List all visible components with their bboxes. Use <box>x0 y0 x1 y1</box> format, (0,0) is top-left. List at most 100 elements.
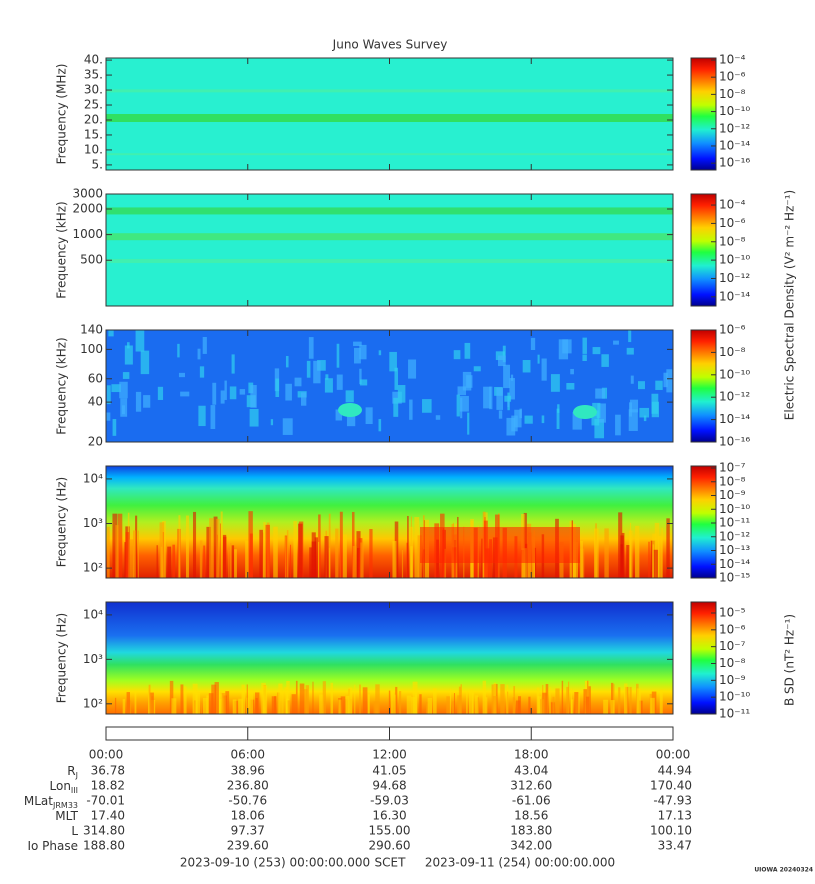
spectrogram-texture <box>208 693 214 714</box>
spectrogram-texture <box>483 386 491 409</box>
colorbar-label: B SD (nT² Hz⁻¹) <box>783 614 797 706</box>
spectrogram-texture <box>336 374 343 390</box>
spectrogram-texture <box>291 694 296 714</box>
spectrogram-texture <box>210 405 216 429</box>
spectrogram-texture <box>345 695 350 714</box>
spectrogram-band <box>106 89 673 93</box>
colorbar-tick-label: 10⁻⁹ <box>719 673 746 687</box>
spectrogram-texture <box>453 350 461 360</box>
spectrogram-texture <box>126 692 130 714</box>
spectrogram-texture <box>666 518 670 578</box>
spectrogram-texture <box>485 697 488 714</box>
spectrogram-texture <box>409 399 413 420</box>
spectrogram-texture <box>395 686 398 714</box>
ephemeris-label-sub: JRM33 <box>52 801 78 810</box>
spectrogram-texture <box>453 693 456 714</box>
spectrogram-texture <box>304 689 308 714</box>
y-tick-label: 5. <box>92 157 103 171</box>
spectrogram <box>106 330 673 442</box>
y-tick-label: 40 <box>88 395 103 409</box>
spectrogram-texture <box>221 693 226 714</box>
spectrogram-texture <box>317 541 320 578</box>
spectrogram-texture <box>626 545 630 578</box>
spectrogram-texture <box>653 549 658 578</box>
spectrogram-texture <box>556 408 560 430</box>
spectrogram-texture <box>330 682 334 714</box>
spectrogram-texture <box>117 513 123 578</box>
y-tick-label: 60 <box>88 371 103 385</box>
spectrogram-texture <box>390 691 394 714</box>
spectrogram-texture <box>359 344 367 360</box>
spectrogram-texture <box>628 409 638 431</box>
spectrogram-texture <box>294 377 302 387</box>
spectrogram-texture <box>657 535 662 578</box>
spectrogram-texture <box>167 546 172 578</box>
colorbar-tick-label: 10⁻¹⁰ <box>719 253 750 267</box>
spectrogram-texture <box>373 701 379 714</box>
spectrogram-texture <box>126 342 130 349</box>
spectrogram-texture <box>389 351 397 372</box>
y-tick-label: 1000 <box>72 227 103 241</box>
ephemeris-label: LonIII <box>50 779 79 795</box>
spectrogram-texture <box>666 369 673 393</box>
spectrogram-texture <box>650 697 655 714</box>
y-tick-label: 10² <box>83 696 103 710</box>
spectrogram-texture <box>601 354 609 367</box>
spectrogram-texture <box>518 696 522 714</box>
spectrogram-texture <box>328 513 331 578</box>
spectrogram-texture <box>159 522 165 578</box>
ephemeris-value: 155.00 <box>369 824 411 838</box>
spectrogram-texture <box>595 388 606 399</box>
ephemeris-label-sub: III <box>71 786 78 795</box>
spectrogram-texture <box>648 541 650 578</box>
spectrogram-texture <box>194 700 196 714</box>
spectrogram-texture <box>542 692 547 714</box>
spectrogram-texture <box>220 390 225 404</box>
spectrogram-texture <box>271 696 277 714</box>
ephemeris-value: 312.60 <box>510 779 552 793</box>
spectrogram-texture <box>537 354 540 364</box>
colorbar-tick-label: 10⁻¹⁶ <box>719 435 750 449</box>
spectrogram-texture <box>473 366 481 372</box>
spectrogram-texture <box>497 355 506 367</box>
spectrogram-texture <box>278 683 283 714</box>
spectrogram-texture <box>114 697 117 714</box>
y-axis-label: Frequency (MHz) <box>55 64 69 165</box>
spectrogram-texture <box>417 535 422 578</box>
spectrogram-texture <box>412 681 418 714</box>
x-tick-label: 06:00 <box>230 748 265 762</box>
spectrogram-texture <box>124 345 133 365</box>
spectrogram-texture <box>460 397 463 419</box>
colorbar-tick-label: 10⁻⁸ <box>719 474 746 488</box>
spectrogram-texture <box>582 337 587 354</box>
x-tick-label: 12:00 <box>372 748 407 762</box>
spectrogram-texture <box>149 692 154 714</box>
spectrogram-texture <box>651 393 659 414</box>
spectrogram-texture <box>287 700 290 714</box>
spectrogram-texture <box>604 528 609 578</box>
title: Juno Waves Survey <box>332 38 448 52</box>
spectrogram-texture <box>306 360 311 378</box>
spectrogram-texture <box>285 355 289 368</box>
spectrogram-texture <box>192 683 198 714</box>
y-tick-label: 10² <box>83 561 103 575</box>
spectrogram-texture <box>335 409 343 421</box>
colorbar-tick-label: 10⁻⁸ <box>719 656 746 670</box>
spectrogram-texture <box>422 399 432 413</box>
spectrogram-texture <box>238 698 243 714</box>
spectrogram-texture <box>521 548 527 578</box>
colorbar-tick-label: 10⁻⁸ <box>719 87 746 101</box>
spectrogram-texture <box>140 350 150 375</box>
spectrogram-texture <box>180 684 184 714</box>
spectrogram-texture <box>636 688 641 714</box>
spectrogram-texture <box>541 358 547 381</box>
spectrogram-texture <box>299 683 305 714</box>
colorbar-tick-label: 10⁻⁶ <box>719 323 746 337</box>
spectrogram-texture <box>659 689 663 714</box>
colorbar-tick-label: 10⁻¹⁰ <box>719 104 750 118</box>
spectrogram-texture <box>541 415 545 424</box>
spectrogram-texture <box>603 699 609 714</box>
spectrogram-texture <box>388 690 391 714</box>
spectrogram-texture <box>325 374 329 380</box>
y-tick-label: 35. <box>84 68 103 82</box>
